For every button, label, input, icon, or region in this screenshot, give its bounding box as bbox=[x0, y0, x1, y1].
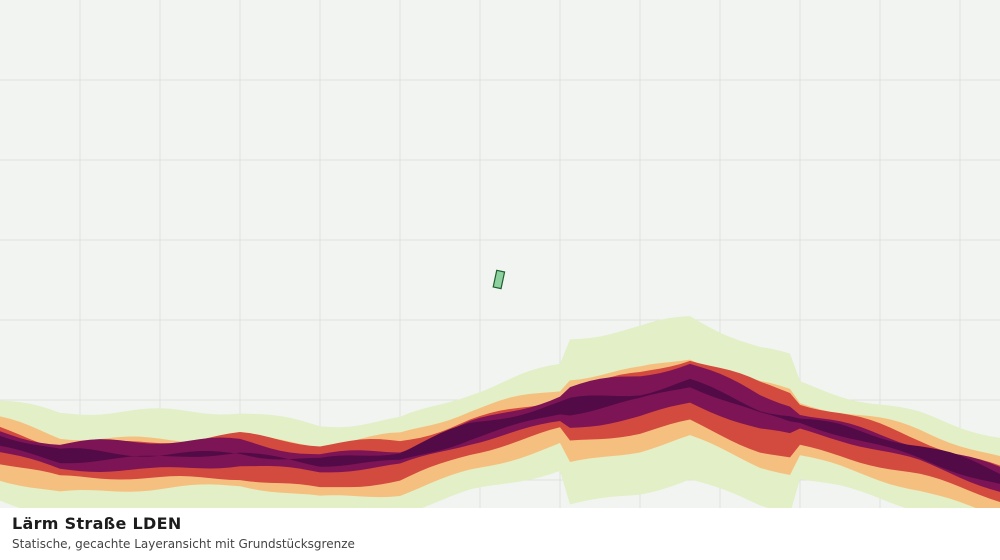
map-view bbox=[0, 0, 1000, 508]
layer-title: Lärm Straße LDEN bbox=[12, 514, 182, 533]
noise-layer bbox=[0, 316, 1000, 508]
info-panel: Lärm Straße LDEN Statische, gecachte Lay… bbox=[0, 508, 1000, 560]
layer-subtitle: Statische, gecachte Layeransicht mit Gru… bbox=[12, 537, 355, 551]
parcel-boundary bbox=[492, 269, 506, 290]
